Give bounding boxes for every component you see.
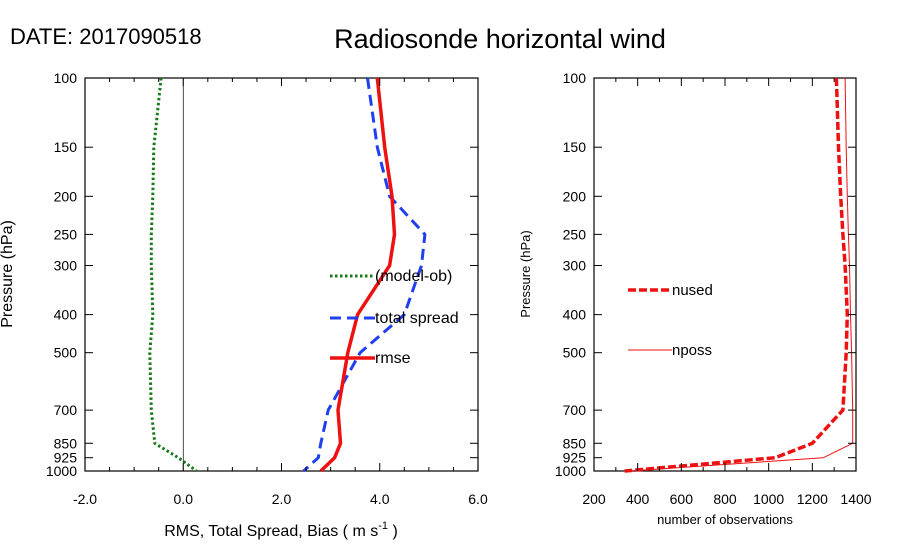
- legend-label-nused: nused: [672, 282, 713, 299]
- y-tick-label: 1000: [555, 463, 586, 479]
- y-tick-label: 100: [54, 70, 78, 86]
- y-tick-label: 300: [54, 258, 78, 274]
- series-line-nposs: [628, 77, 854, 472]
- x-tick-label: 4.0: [370, 491, 390, 507]
- legend-label-model-ob: (model-ob): [375, 268, 452, 285]
- y-tick-label: 150: [54, 139, 78, 155]
- series-line-total-spread: [302, 77, 427, 473]
- left-x-axis-label: RMS, Total Spread, Bias ( m s-1 ): [164, 520, 398, 540]
- left-y-axis-label: Pressure (hPa): [0, 220, 16, 328]
- left-x-axis-label-sup: -1: [378, 520, 388, 532]
- y-tick-label: 850: [54, 435, 78, 451]
- x-tick-label: 6.0: [468, 491, 488, 507]
- y-tick-label: 200: [54, 188, 78, 204]
- x-tick-label: 0.0: [174, 491, 194, 507]
- y-tick-label: 925: [563, 450, 587, 466]
- y-tick-label: 100: [563, 70, 587, 86]
- left-x-axis-label-end: ): [388, 523, 398, 540]
- y-tick-label: 250: [563, 226, 587, 242]
- right-x-axis-label: number of observations: [657, 512, 793, 527]
- date-label: DATE: 2017090518: [10, 24, 202, 49]
- y-tick-label: 700: [54, 402, 78, 418]
- x-tick-label: 1000: [753, 491, 784, 507]
- series-line-model-ob: [148, 77, 198, 473]
- left-x-axis-label-main: RMS, Total Spread, Bias ( m s: [164, 523, 378, 540]
- right-plot-frame: [593, 77, 857, 472]
- x-tick-label: 1400: [840, 491, 871, 507]
- right-y-axis-label: Pressure (hPa): [518, 230, 533, 317]
- legend-label-nposs: nposs: [672, 342, 712, 359]
- y-tick-label: 200: [563, 188, 587, 204]
- legend-label-rmse: rmse: [375, 350, 411, 367]
- y-tick-label: 400: [563, 307, 587, 323]
- x-tick-label: 800: [713, 491, 737, 507]
- y-tick-label: 400: [54, 307, 78, 323]
- x-tick-label: 1200: [797, 491, 828, 507]
- y-tick-label: 500: [563, 345, 587, 361]
- x-tick-label: 2.0: [272, 491, 292, 507]
- x-tick-label: 600: [670, 491, 694, 507]
- chart-title: Radiosonde horizontal wind: [334, 24, 666, 54]
- y-tick-label: 700: [563, 402, 587, 418]
- legend-label-total-spread: total spread: [375, 310, 459, 327]
- x-tick-label: 400: [626, 491, 650, 507]
- series-line-rmse: [319, 77, 397, 473]
- y-tick-label: 300: [563, 258, 587, 274]
- x-tick-label: 200: [582, 491, 606, 507]
- y-tick-label: 500: [54, 345, 78, 361]
- y-tick-label: 150: [563, 139, 587, 155]
- series-line-nused: [624, 77, 850, 473]
- y-tick-label: 250: [54, 226, 78, 242]
- y-tick-label: 925: [54, 450, 78, 466]
- y-tick-label: 1000: [46, 463, 77, 479]
- x-tick-label: -2.0: [73, 491, 97, 507]
- y-tick-label: 850: [563, 435, 587, 451]
